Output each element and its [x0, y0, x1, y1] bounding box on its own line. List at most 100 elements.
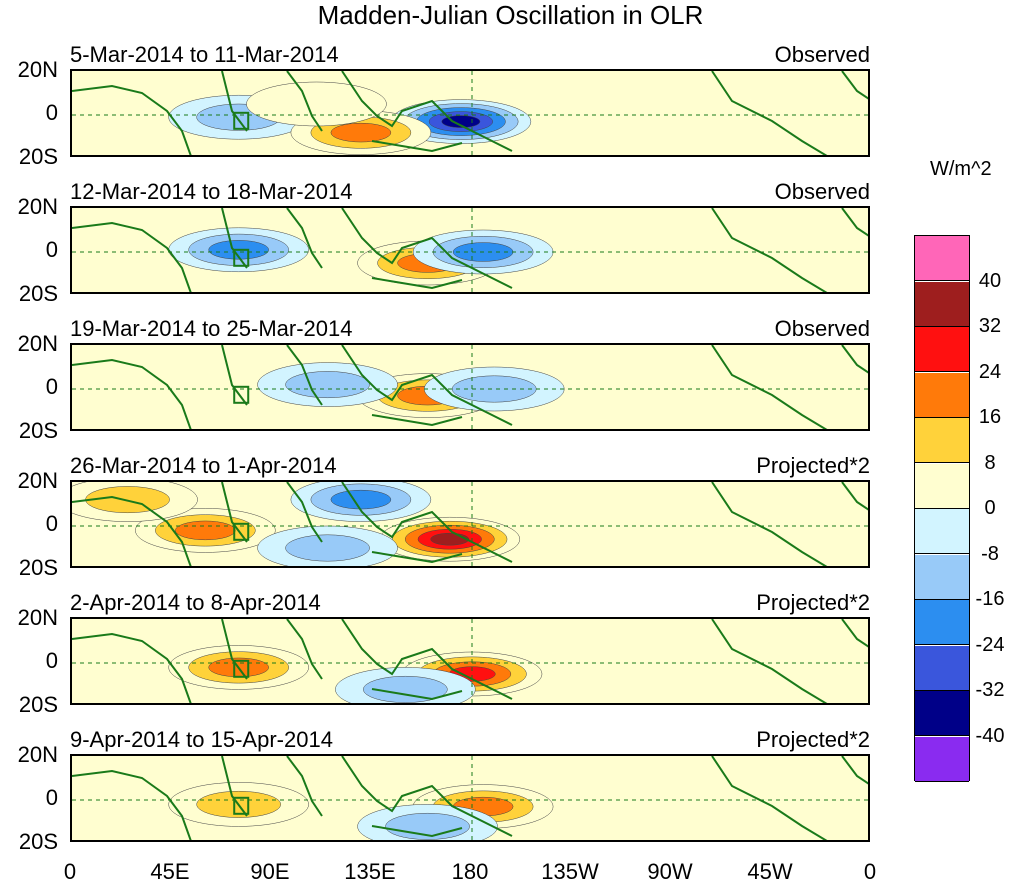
colorbar-swatch	[915, 600, 969, 645]
olr-contour-map	[72, 345, 868, 429]
coastline	[221, 756, 248, 817]
colorbar-swatch	[915, 372, 969, 418]
reference-box	[233, 659, 250, 678]
coastline	[286, 619, 323, 680]
latitude-tick-label: 0	[45, 100, 58, 125]
coastline	[341, 756, 513, 837]
longitude-tick-label: 0	[863, 859, 877, 884]
colorbar-label: 40	[978, 269, 1002, 292]
panel-kind-label: Observed	[774, 179, 870, 204]
olr-contour-map	[72, 619, 868, 703]
coastline	[711, 619, 828, 703]
coastline	[841, 482, 868, 511]
colorbar-label: 32	[978, 315, 1002, 337]
panel-date-range: 19-Mar-2014 to 25-Mar-2014	[70, 316, 353, 341]
panel-kind-label: Observed	[774, 316, 870, 341]
coastline	[711, 208, 828, 292]
colorbar-swatch	[915, 236, 969, 281]
coastline	[841, 208, 868, 237]
coastline	[72, 495, 192, 566]
olr-map-panel	[70, 480, 870, 568]
chart-title: Madden-Julian Oscillation in OLR	[317, 0, 704, 30]
olr-contour-map	[72, 71, 868, 155]
olr-map-panel	[70, 343, 870, 431]
longitude-tick-label: 180	[451, 859, 489, 884]
coastline	[286, 345, 323, 406]
colorbar-swatch	[915, 736, 969, 782]
olr-map-panel	[70, 617, 870, 705]
panel-date-range: 12-Mar-2014 to 18-Mar-2014	[70, 179, 353, 204]
colorbar-swatch	[915, 463, 969, 509]
olr-anomaly-contour	[175, 520, 236, 541]
latitude-tick-label: 0	[45, 374, 58, 399]
coastline	[711, 345, 828, 429]
coastline	[841, 619, 868, 648]
latitude-tick-label: 20N	[17, 57, 58, 82]
olr-map-panel	[70, 206, 870, 294]
colorbar-label: -16	[975, 588, 1005, 610]
colorbar-label: 16	[978, 406, 1002, 428]
coastline	[371, 277, 463, 290]
coastline	[711, 756, 828, 840]
olr-anomaly-contour	[330, 122, 392, 143]
olr-map-panel	[70, 69, 870, 157]
colorbar-swatch	[915, 509, 969, 554]
latitude-tick-label: 0	[45, 511, 58, 536]
coastline	[371, 414, 463, 427]
panel-date-range: 26-Mar-2014 to 1-Apr-2014	[70, 453, 337, 478]
coastline	[221, 345, 248, 406]
olr-anomaly-contour	[385, 812, 470, 840]
olr-map-panel	[70, 754, 870, 842]
colorbar-label: 24	[978, 360, 1002, 383]
latitude-tick-label: 20N	[17, 605, 58, 630]
panel-date-range: 9-Apr-2014 to 15-Apr-2014	[70, 727, 333, 752]
olr-anomaly-contour	[285, 371, 370, 399]
coastline	[72, 632, 192, 703]
latitude-tick-label: 0	[45, 785, 58, 810]
panel-kind-label: Projected*2	[756, 590, 870, 615]
reference-box	[233, 385, 250, 404]
coastline	[371, 551, 463, 564]
coastline	[371, 140, 463, 153]
coastline	[221, 619, 248, 680]
reference-box	[233, 522, 250, 541]
colorbar-label: -40	[975, 724, 1005, 747]
longitude-tick-label: 0	[63, 859, 77, 884]
coastline	[286, 208, 323, 269]
olr-contour-map	[72, 208, 868, 292]
coastline	[286, 482, 323, 543]
olr-anomaly-contour	[363, 675, 448, 703]
panel-kind-label: Observed	[774, 42, 870, 67]
olr-anomaly-contour	[441, 115, 481, 128]
colorbar-label: 0	[984, 497, 996, 519]
coastline	[711, 482, 828, 566]
latitude-tick-label: 0	[45, 237, 58, 262]
colorbar-label: 8	[984, 451, 996, 474]
coastline	[286, 756, 323, 817]
olr-contour-map	[72, 482, 868, 566]
coastline	[341, 71, 513, 152]
olr-anomaly-contour	[285, 534, 370, 562]
coastline	[341, 619, 513, 700]
colorbar-label: -8	[981, 542, 999, 565]
coastline	[711, 71, 828, 155]
coastline	[841, 345, 868, 374]
latitude-tick-label: 20S	[18, 418, 58, 443]
latitude-tick-label: 20N	[17, 331, 58, 356]
colorbar-swatch	[915, 645, 969, 691]
colorbar	[914, 235, 970, 782]
coastline	[841, 71, 868, 100]
latitude-tick-label: 20S	[18, 829, 58, 854]
longitude-tick-label: 90E	[250, 859, 290, 884]
colorbar-swatch	[915, 327, 969, 372]
coastline	[221, 482, 248, 543]
coastline	[841, 756, 868, 785]
reference-box	[233, 248, 250, 267]
panel-kind-label: Projected*2	[756, 727, 870, 752]
colorbar-label: -24	[975, 633, 1005, 656]
coastline	[341, 208, 513, 289]
latitude-tick-label: 20N	[17, 194, 58, 219]
colorbar-swatch	[915, 281, 969, 327]
longitude-tick-label: 45E	[150, 859, 190, 884]
colorbar-swatch	[915, 418, 969, 463]
